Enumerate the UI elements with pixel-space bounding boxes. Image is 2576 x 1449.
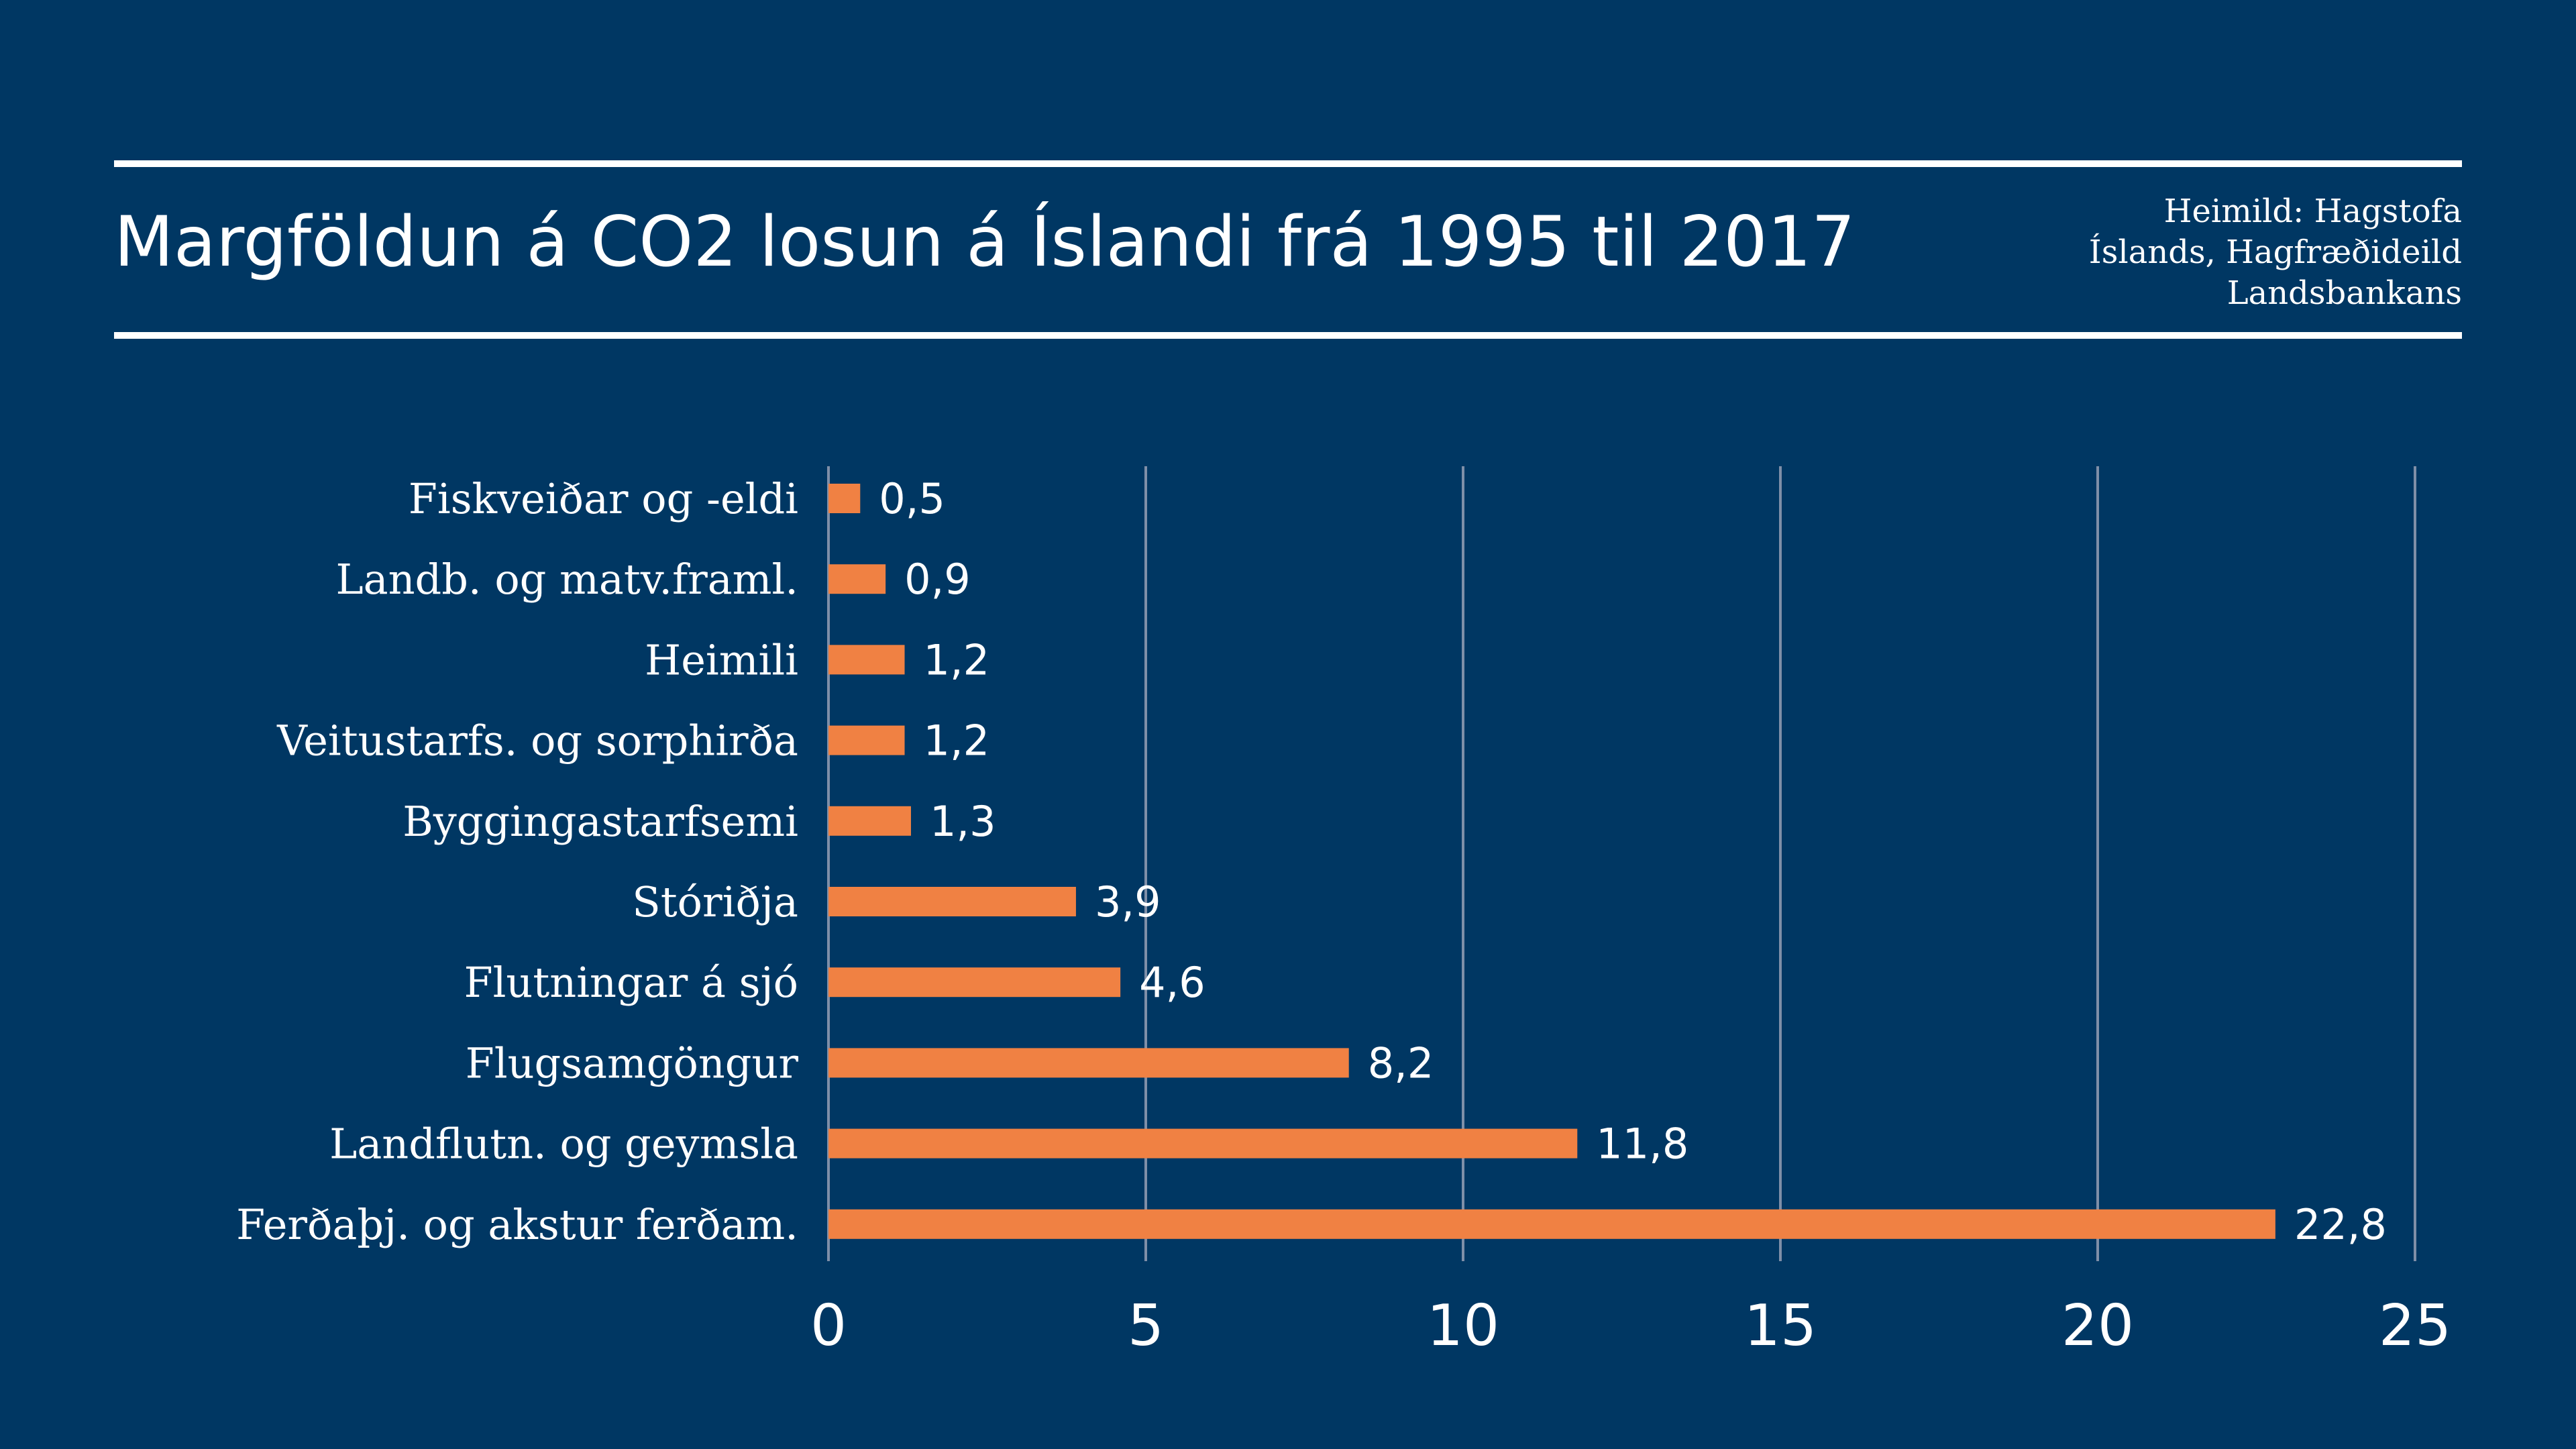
source-line-3: Landsbankans bbox=[2226, 274, 2462, 312]
value-label-3: 1,2 bbox=[924, 716, 990, 765]
category-label-9: Ferðaþj. og akstur ferðam. bbox=[236, 1200, 798, 1249]
bar-6 bbox=[828, 967, 1121, 998]
value-label-4: 1,3 bbox=[930, 797, 996, 846]
value-label-2: 1,2 bbox=[924, 635, 990, 684]
value-label-5: 3,9 bbox=[1095, 877, 1161, 926]
bar-8 bbox=[828, 1128, 1578, 1159]
bar-5 bbox=[828, 887, 1076, 916]
x-tick-label-25: 25 bbox=[2379, 1293, 2451, 1359]
x-axis-tick-labels: 0 5 10 15 20 25 bbox=[810, 1293, 2451, 1359]
header-bottom-rule bbox=[114, 332, 2462, 339]
bar-0 bbox=[828, 484, 861, 513]
value-label-6: 4,6 bbox=[1139, 958, 1205, 1007]
value-labels: 0,5 0,9 1,2 1,2 1,3 3,9 4,6 8,2 11,8 22,8 bbox=[879, 474, 2387, 1249]
category-label-5: Stóriðja bbox=[632, 877, 798, 926]
category-label-6: Flutningar á sjó bbox=[464, 958, 798, 1007]
category-label-7: Flugsamgöngur bbox=[466, 1038, 799, 1087]
category-label-1: Landb. og matv.framl. bbox=[335, 555, 798, 604]
source-line-2: Íslands, Hagfræðideild bbox=[2088, 233, 2462, 271]
category-label-8: Landflutn. og geymsla bbox=[329, 1120, 798, 1169]
value-label-1: 0,9 bbox=[904, 555, 971, 604]
source-line-1: Heimild: Hagstofa bbox=[2163, 193, 2462, 230]
value-label-8: 11,8 bbox=[1596, 1120, 1688, 1169]
x-tick-label-0: 0 bbox=[810, 1293, 847, 1359]
category-labels: Fiskveiðar og -eldi Landb. og matv.framl.… bbox=[236, 474, 798, 1249]
bar-7 bbox=[828, 1048, 1349, 1078]
bar-4 bbox=[828, 806, 911, 836]
x-tick-label-10: 10 bbox=[1427, 1293, 1499, 1359]
gridlines bbox=[827, 466, 2416, 1261]
x-tick-label-15: 15 bbox=[1744, 1293, 1817, 1359]
bar-3 bbox=[828, 725, 905, 755]
value-label-9: 22,8 bbox=[2294, 1200, 2387, 1249]
category-label-0: Fiskveiðar og -eldi bbox=[409, 474, 798, 523]
category-label-2: Heimili bbox=[645, 635, 798, 684]
bar-2 bbox=[828, 645, 905, 675]
header-top-rule bbox=[114, 160, 2462, 167]
x-tick-label-20: 20 bbox=[2061, 1293, 2134, 1359]
category-label-4: Byggingastarfsemi bbox=[402, 797, 798, 846]
bars bbox=[828, 484, 2275, 1239]
x-tick-label-5: 5 bbox=[1128, 1293, 1164, 1359]
bar-9 bbox=[828, 1209, 2275, 1239]
chart-title: Margföldun á CO2 losun á Íslandi frá 199… bbox=[114, 202, 1856, 282]
bar-1 bbox=[828, 564, 886, 594]
value-label-7: 8,2 bbox=[1368, 1038, 1434, 1087]
value-label-0: 0,5 bbox=[879, 474, 945, 523]
source-note: Heimild: Hagstofa Íslands, Hagfræðideild… bbox=[2089, 191, 2462, 314]
category-label-3: Veitustarfs. og sorphirða bbox=[276, 716, 798, 765]
